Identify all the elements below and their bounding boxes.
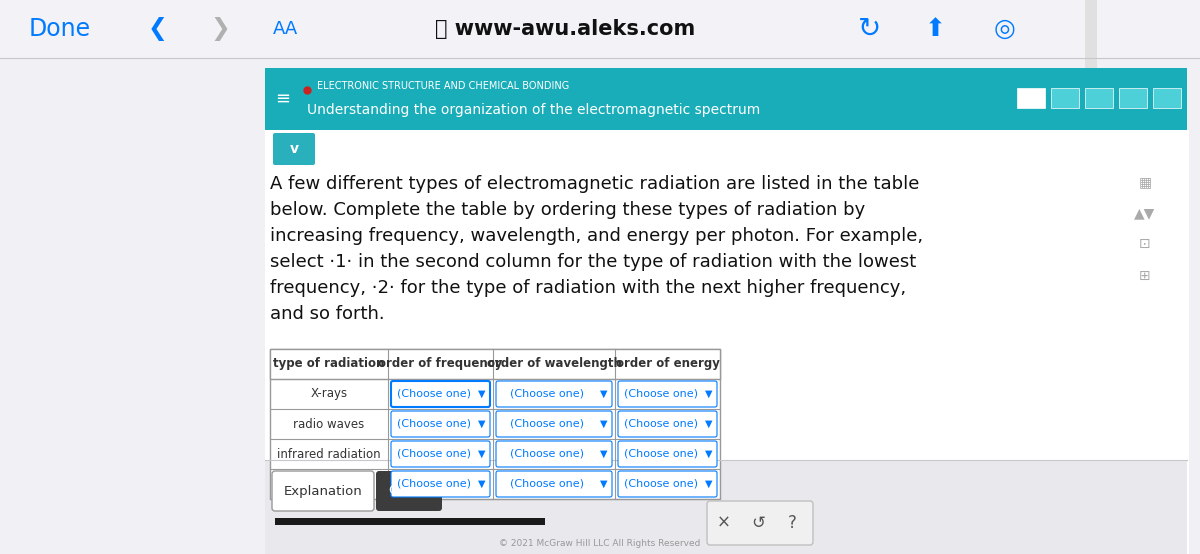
Text: AA: AA: [272, 20, 298, 38]
Text: A few different types of electromagnetic radiation are listed in the table: A few different types of electromagnetic…: [270, 175, 919, 193]
Bar: [1085, 88, 1114, 108]
Bar: [270, 349, 720, 499]
FancyBboxPatch shape: [496, 441, 612, 467]
Text: ▲▼: ▲▼: [1134, 206, 1156, 220]
Text: (Choose one): (Choose one): [510, 449, 583, 459]
Text: order of wavelength: order of wavelength: [486, 357, 622, 371]
Text: increasing frequency, wavelength, and energy per photon. For example,: increasing frequency, wavelength, and en…: [270, 227, 923, 245]
Text: ↻: ↻: [858, 15, 882, 43]
Text: (Choose one): (Choose one): [624, 449, 698, 459]
FancyBboxPatch shape: [618, 381, 718, 407]
FancyBboxPatch shape: [618, 411, 718, 437]
Text: (Choose one): (Choose one): [624, 419, 698, 429]
FancyBboxPatch shape: [391, 381, 490, 407]
Text: (Choose one): (Choose one): [624, 479, 698, 489]
Text: (Choose one): (Choose one): [397, 419, 472, 429]
FancyBboxPatch shape: [272, 471, 374, 511]
Text: order of frequency: order of frequency: [378, 357, 503, 371]
Text: ▼: ▼: [479, 449, 486, 459]
Bar: [265, 130, 1189, 554]
Text: 🔒 www-awu.aleks.com: 🔒 www-awu.aleks.com: [434, 19, 695, 39]
Bar: [1018, 88, 1045, 108]
Text: (Choose one): (Choose one): [510, 419, 583, 429]
Text: © 2021 McGraw Hill LLC All Rights Reserved: © 2021 McGraw Hill LLC All Rights Reserv…: [499, 539, 701, 548]
Text: order of energy: order of energy: [616, 357, 720, 371]
Text: infrared radiation: infrared radiation: [277, 448, 380, 460]
FancyBboxPatch shape: [391, 411, 490, 437]
FancyBboxPatch shape: [496, 411, 612, 437]
Text: ▦: ▦: [1139, 175, 1152, 189]
Text: v: v: [289, 142, 299, 156]
Bar: [1153, 88, 1181, 108]
Text: X-rays: X-rays: [311, 387, 348, 401]
FancyBboxPatch shape: [391, 441, 490, 467]
Text: ▼: ▼: [600, 449, 607, 459]
Text: below. Complete the table by ordering these types of radiation by: below. Complete the table by ordering th…: [270, 201, 865, 219]
Text: ELECTRONIC STRUCTURE AND CHEMICAL BONDING: ELECTRONIC STRUCTURE AND CHEMICAL BONDIN…: [317, 81, 569, 91]
Text: Done: Done: [29, 17, 91, 41]
FancyBboxPatch shape: [618, 471, 718, 497]
Text: frequency, ·2· for the type of radiation with the next higher frequency,: frequency, ·2· for the type of radiation…: [270, 279, 906, 297]
Text: ▼: ▼: [600, 419, 607, 429]
Bar: [0, 0, 1200, 58]
Text: radio waves: radio waves: [293, 418, 365, 430]
Text: green light: green light: [296, 478, 361, 490]
Text: ⊞: ⊞: [1139, 269, 1151, 283]
Text: ▼: ▼: [479, 479, 486, 489]
Bar: [265, 68, 1187, 130]
Text: (Choose one): (Choose one): [397, 389, 472, 399]
FancyBboxPatch shape: [707, 501, 814, 545]
Text: ◎: ◎: [994, 17, 1016, 41]
Text: (Choose one): (Choose one): [397, 479, 472, 489]
Text: ?: ?: [787, 514, 797, 532]
Bar: [270, 349, 720, 379]
Bar: [1120, 88, 1147, 108]
Text: ▼: ▼: [706, 389, 713, 399]
Text: ❯: ❯: [210, 17, 230, 41]
Text: (Choose one): (Choose one): [510, 389, 583, 399]
FancyBboxPatch shape: [496, 471, 612, 497]
FancyBboxPatch shape: [376, 471, 442, 511]
Text: ▼: ▼: [600, 389, 607, 399]
Text: (Choose one): (Choose one): [624, 389, 698, 399]
Bar: [275, 518, 545, 525]
Text: Explanation: Explanation: [283, 485, 362, 497]
Text: ▼: ▼: [706, 419, 713, 429]
Text: ▼: ▼: [706, 449, 713, 459]
Text: select ·1· in the second column for the type of radiation with the lowest: select ·1· in the second column for the …: [270, 253, 917, 271]
Text: (Choose one): (Choose one): [510, 479, 583, 489]
Text: type of radiation: type of radiation: [274, 357, 385, 371]
Text: ×: ×: [718, 514, 731, 532]
Text: ≡: ≡: [276, 90, 290, 108]
Text: ▼: ▼: [479, 389, 486, 399]
FancyBboxPatch shape: [391, 471, 490, 497]
Bar: [1051, 88, 1079, 108]
Text: ↺: ↺: [751, 514, 764, 532]
Text: ❮: ❮: [148, 17, 168, 41]
FancyBboxPatch shape: [618, 441, 718, 467]
Bar: [1085, 0, 1097, 554]
FancyBboxPatch shape: [496, 381, 612, 407]
Text: Understanding the organization of the electromagnetic spectrum: Understanding the organization of the el…: [307, 103, 761, 117]
Bar: [265, 460, 1187, 554]
Text: ▼: ▼: [706, 479, 713, 489]
Text: Check: Check: [389, 485, 430, 497]
Text: (Choose one): (Choose one): [397, 449, 472, 459]
Text: ⬆: ⬆: [924, 17, 946, 41]
Text: ▼: ▼: [600, 479, 607, 489]
Text: and so forth.: and so forth.: [270, 305, 385, 323]
FancyBboxPatch shape: [274, 133, 314, 165]
Text: ⊡: ⊡: [1139, 237, 1151, 251]
Text: ▼: ▼: [479, 419, 486, 429]
